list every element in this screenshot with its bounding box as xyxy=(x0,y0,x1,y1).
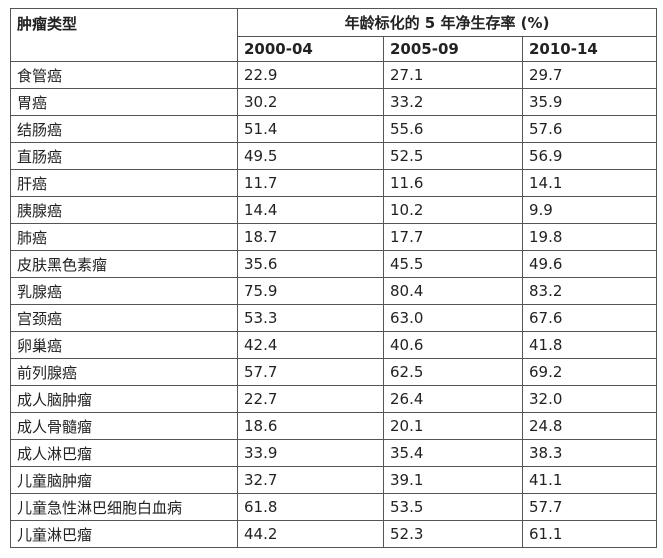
survival-value: 40.6 xyxy=(383,331,523,359)
table-row: 乳腺癌 75.9 80.4 83.2 xyxy=(10,277,658,305)
survival-value: 32.0 xyxy=(521,385,658,413)
survival-value: 38.3 xyxy=(521,439,658,467)
table-row: 结肠癌 51.4 55.6 57.6 xyxy=(10,115,658,143)
survival-value: 56.9 xyxy=(521,142,658,170)
survival-value: 26.4 xyxy=(383,385,523,413)
cancer-type: 前列腺癌 xyxy=(10,358,238,386)
survival-value: 14.4 xyxy=(237,196,384,224)
period-header: 2010-14 xyxy=(521,36,658,62)
table-row: 成人脑肿瘤 22.7 26.4 32.0 xyxy=(10,385,658,413)
cancer-type: 直肠癌 xyxy=(10,142,238,170)
survival-value: 18.7 xyxy=(237,223,384,251)
table-row: 肝癌 11.7 11.6 14.1 xyxy=(10,169,658,197)
survival-value: 57.6 xyxy=(521,115,658,143)
cancer-type: 卵巢癌 xyxy=(10,331,238,359)
survival-value: 51.4 xyxy=(237,115,384,143)
survival-value: 22.9 xyxy=(237,61,384,89)
survival-value: 33.2 xyxy=(383,88,523,116)
table-row: 胰腺癌 14.4 10.2 9.9 xyxy=(10,196,658,224)
survival-value: 61.8 xyxy=(237,493,384,521)
table-row: 皮肤黑色素瘤 35.6 45.5 49.6 xyxy=(10,250,658,278)
survival-value: 14.1 xyxy=(521,169,658,197)
survival-value: 49.6 xyxy=(521,250,658,278)
cancer-type: 儿童淋巴瘤 xyxy=(10,520,238,548)
period-header: 2000-04 xyxy=(237,36,384,62)
cancer-type: 结肠癌 xyxy=(10,115,238,143)
survival-value: 80.4 xyxy=(383,277,523,305)
cancer-type: 胃癌 xyxy=(10,88,238,116)
survival-value: 20.1 xyxy=(383,412,523,440)
survival-value: 41.1 xyxy=(521,466,658,494)
cancer-type: 成人骨髓瘤 xyxy=(10,412,238,440)
period-header: 2005-09 xyxy=(383,36,523,62)
survival-value: 55.6 xyxy=(383,115,523,143)
table-row: 宫颈癌 53.3 63.0 67.6 xyxy=(10,304,658,332)
survival-value: 83.2 xyxy=(521,277,658,305)
table-row: 儿童淋巴瘤 44.2 52.3 61.1 xyxy=(10,520,658,548)
survival-value: 19.8 xyxy=(521,223,658,251)
survival-value: 17.7 xyxy=(383,223,523,251)
table-row: 食管癌 22.9 27.1 29.7 xyxy=(10,61,658,89)
survival-value: 53.5 xyxy=(383,493,523,521)
table-row: 前列腺癌 57.7 62.5 69.2 xyxy=(10,358,658,386)
group-header: 年龄标化的 5 年净生存率 (%) xyxy=(236,8,658,37)
survival-value: 24.8 xyxy=(521,412,658,440)
cancer-type: 儿童脑肿瘤 xyxy=(10,466,238,494)
survival-value: 18.6 xyxy=(237,412,384,440)
survival-value: 10.2 xyxy=(383,196,523,224)
survival-value: 42.4 xyxy=(237,331,384,359)
cancer-type: 胰腺癌 xyxy=(10,196,238,224)
survival-value: 57.7 xyxy=(521,493,658,521)
cancer-type: 肺癌 xyxy=(10,223,238,251)
survival-value: 35.9 xyxy=(521,88,658,116)
survival-value: 11.7 xyxy=(237,169,384,197)
survival-value: 39.1 xyxy=(383,466,523,494)
survival-value: 67.6 xyxy=(521,304,658,332)
cancer-type: 乳腺癌 xyxy=(10,277,238,305)
survival-value: 33.9 xyxy=(237,439,384,467)
cancer-type: 食管癌 xyxy=(10,61,238,89)
type-header: 肿瘤类型 xyxy=(10,8,238,62)
survival-value: 61.1 xyxy=(521,520,658,548)
survival-value: 29.7 xyxy=(521,61,658,89)
survival-table: 肿瘤类型 年龄标化的 5 年净生存率 (%) 2000-04 2005-09 201… xyxy=(10,8,658,548)
survival-value: 22.7 xyxy=(237,385,384,413)
survival-value: 69.2 xyxy=(521,358,658,386)
survival-value: 9.9 xyxy=(521,196,658,224)
cancer-type: 儿童急性淋巴细胞白血病 xyxy=(10,493,238,521)
survival-value: 75.9 xyxy=(237,277,384,305)
survival-value: 52.5 xyxy=(383,142,523,170)
table-row: 直肠癌 49.5 52.5 56.9 xyxy=(10,142,658,170)
survival-value: 63.0 xyxy=(383,304,523,332)
table-row: 儿童脑肿瘤 32.7 39.1 41.1 xyxy=(10,466,658,494)
table-row: 肺癌 18.7 17.7 19.8 xyxy=(10,223,658,251)
table-row: 成人骨髓瘤 18.6 20.1 24.8 xyxy=(10,412,658,440)
survival-value: 32.7 xyxy=(237,466,384,494)
survival-value: 35.4 xyxy=(383,439,523,467)
survival-value: 27.1 xyxy=(383,61,523,89)
table-row: 卵巢癌 42.4 40.6 41.8 xyxy=(10,331,658,359)
survival-value: 53.3 xyxy=(237,304,384,332)
cancer-type: 皮肤黑色素瘤 xyxy=(10,250,238,278)
cancer-type: 成人淋巴瘤 xyxy=(10,439,238,467)
table-row: 成人淋巴瘤 33.9 35.4 38.3 xyxy=(10,439,658,467)
survival-value: 52.3 xyxy=(383,520,523,548)
table-row: 胃癌 30.2 33.2 35.9 xyxy=(10,88,658,116)
cancer-type: 肝癌 xyxy=(10,169,238,197)
survival-value: 62.5 xyxy=(383,358,523,386)
survival-value: 11.6 xyxy=(383,169,523,197)
survival-value: 57.7 xyxy=(237,358,384,386)
survival-value: 30.2 xyxy=(237,88,384,116)
survival-value: 41.8 xyxy=(521,331,658,359)
table-row: 儿童急性淋巴细胞白血病 61.8 53.5 57.7 xyxy=(10,493,658,521)
survival-value: 44.2 xyxy=(237,520,384,548)
cancer-type: 成人脑肿瘤 xyxy=(10,385,238,413)
cancer-type: 宫颈癌 xyxy=(10,304,238,332)
survival-value: 49.5 xyxy=(237,142,384,170)
survival-value: 45.5 xyxy=(383,250,523,278)
survival-value: 35.6 xyxy=(237,250,384,278)
